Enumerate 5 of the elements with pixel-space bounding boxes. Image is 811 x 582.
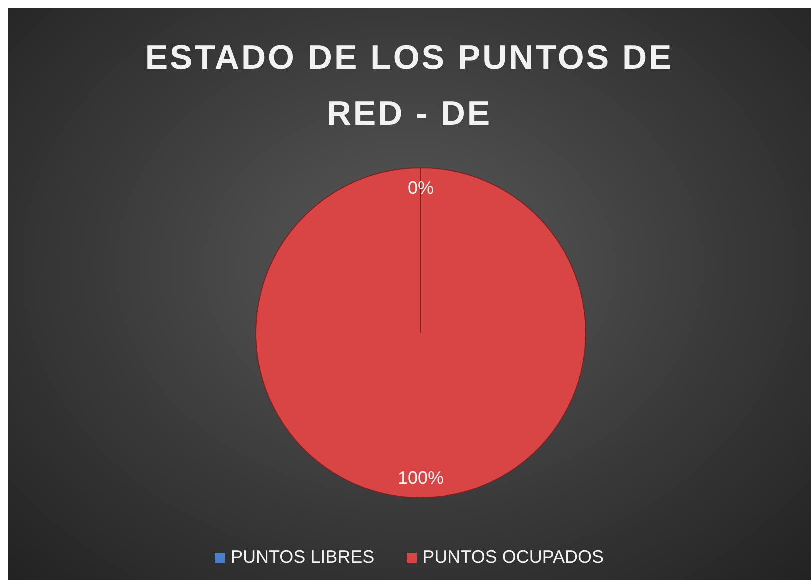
chart-title: ESTADO DE LOS PUNTOS DE RED - DE — [144, 38, 675, 135]
slice-label: PUNTOS OCUPADOS — [422, 547, 604, 568]
data-label: 100% — [398, 468, 444, 488]
legend-label: PUNTOS LIBRES — [230, 547, 375, 568]
text: 0% — [408, 178, 434, 198]
